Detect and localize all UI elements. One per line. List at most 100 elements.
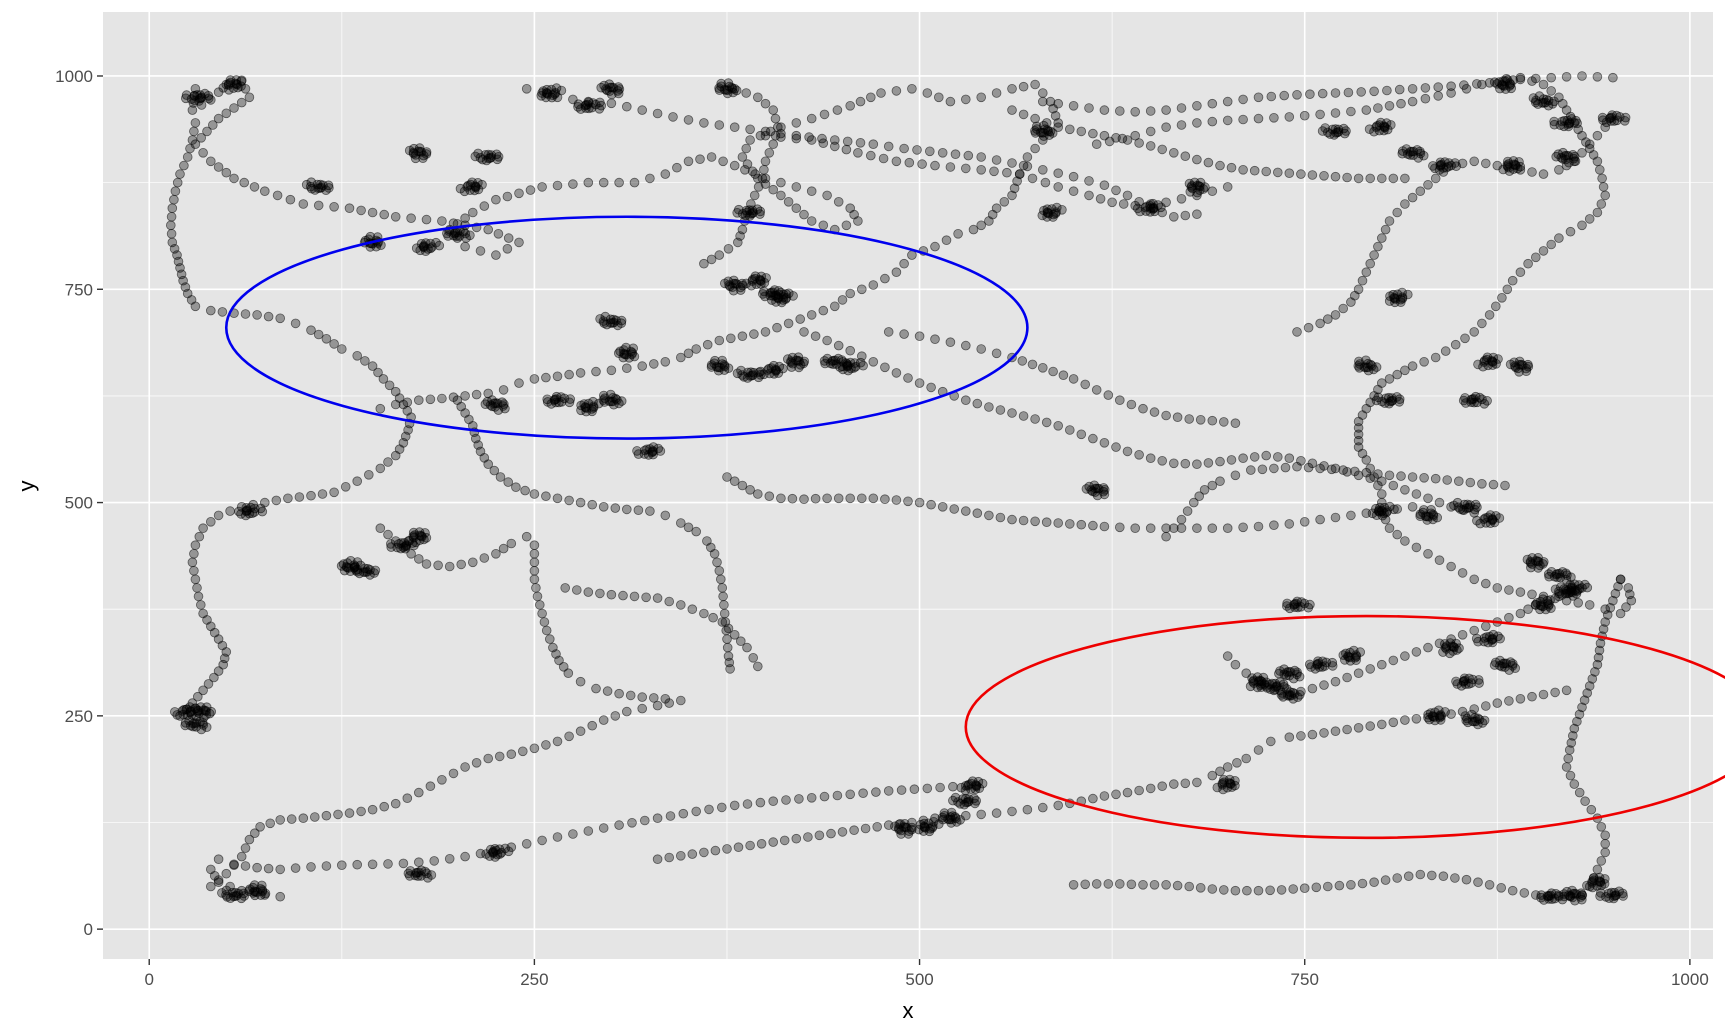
data-point [481,849,491,859]
data-point [648,693,659,703]
data-point [1380,224,1391,235]
data-point [799,494,809,505]
data-point [984,510,994,521]
data-point [1299,516,1310,527]
data-point [1523,258,1533,269]
data-point [1525,556,1536,567]
data-point [835,362,845,372]
data-point [1195,177,1206,188]
data-point [564,369,574,380]
data-point [858,360,868,371]
data-point [1194,491,1204,502]
data-point [604,79,615,89]
data-point [655,446,666,456]
data-point [1091,879,1102,889]
data-point [193,705,203,716]
data-point [1279,90,1289,101]
data-point [1527,589,1537,600]
data-point [172,177,183,188]
data-point [791,203,802,214]
data-point [517,746,528,757]
data-point [390,212,401,222]
data-point [1222,651,1233,661]
data-point [717,617,728,627]
data-point [467,557,478,568]
data-point [1122,446,1133,457]
data-point [845,493,855,504]
data-point [799,209,809,220]
data-point [333,809,343,820]
data-point [286,814,297,824]
data-point [599,393,610,404]
data-point [1018,515,1029,526]
data-point [1389,504,1399,515]
data-point [1053,800,1063,811]
data-point [783,197,794,207]
data-point [494,844,505,854]
data-point [716,802,727,813]
data-point [899,818,910,829]
data-point [953,797,963,807]
data-point [1401,144,1412,154]
data-point [1407,361,1418,371]
data-point [471,389,482,400]
data-point [1484,879,1495,890]
data-point [637,692,647,702]
data-point [945,162,956,172]
data-point [1027,173,1038,184]
data-point [1330,676,1341,687]
data-point [1330,171,1341,182]
data-point [1577,220,1587,231]
data-point [1565,770,1576,781]
data-point [1373,103,1383,113]
data-point [1084,103,1094,113]
data-point [1356,87,1366,97]
data-point [1269,520,1279,530]
data-point [1172,880,1183,891]
data-point [652,854,663,864]
data-point [1460,333,1470,344]
data-point [1269,463,1279,474]
data-point [883,141,894,152]
data-point [187,135,198,145]
data-point [914,497,925,508]
data-point [960,163,971,174]
data-point [984,216,994,226]
data-point [876,88,886,98]
data-point [598,177,609,188]
data-point [1292,669,1302,680]
data-point [1261,166,1271,177]
data-point [591,366,601,377]
data-point [1084,190,1094,201]
data-point [1089,480,1100,491]
data-point [1418,507,1428,518]
data-point [829,301,840,312]
data-point [1007,84,1017,94]
data-point [236,893,247,904]
data-point [437,216,447,226]
data-point [1192,209,1202,220]
data-point [729,800,740,811]
data-point [710,845,721,856]
data-point [1253,521,1264,532]
data-point [977,778,988,789]
data-point [1038,135,1048,145]
data-point [1149,879,1160,890]
data-point [652,108,663,119]
data-point [1394,396,1405,407]
data-point [1446,709,1456,719]
data-point [853,216,863,226]
data-point [1169,523,1179,533]
data-point [1423,180,1433,190]
data-point [1483,512,1493,523]
data-point [244,92,255,103]
data-point [583,826,594,836]
data-point [1215,766,1225,777]
data-point [995,512,1006,523]
data-point [691,806,701,817]
data-point [547,90,558,100]
data-point [933,92,944,103]
data-point [1577,148,1587,158]
data-point [660,169,671,179]
x-axis-title: x [903,998,914,1023]
